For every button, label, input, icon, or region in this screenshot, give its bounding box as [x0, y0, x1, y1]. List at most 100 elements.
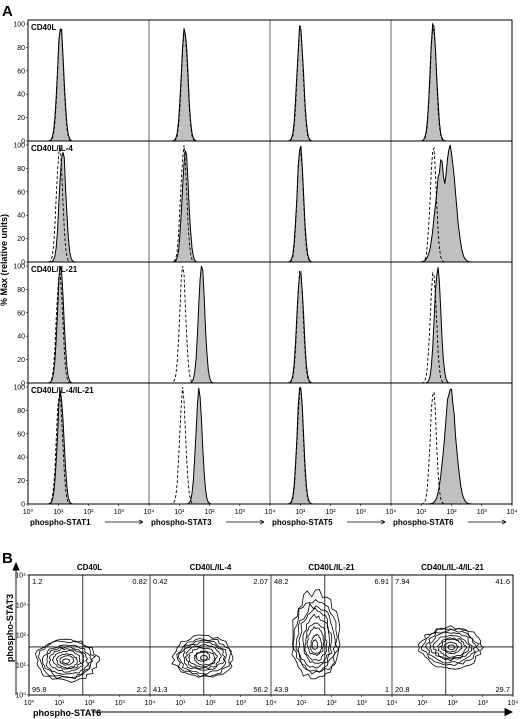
y-tick-label: 10⁰	[15, 692, 26, 700]
x-tick-label: 10¹	[416, 509, 427, 516]
quadrant-value-lower-right: 2.2	[137, 685, 147, 694]
dashed-histogram	[391, 28, 512, 142]
quadrant-value-upper-left: 48.2	[274, 577, 289, 586]
y-tick-label: 80	[17, 166, 25, 173]
y-tick-label: 10³	[16, 603, 27, 610]
contour-plot-title: CD40L/IL-21	[308, 563, 355, 572]
y-tick-label: 80	[17, 408, 25, 415]
contour-line	[440, 638, 463, 655]
row-label: CD40L/IL-21	[31, 265, 78, 274]
contour-line	[61, 658, 70, 665]
column-axis-arrow	[226, 519, 265, 525]
x-tick-label: 10⁴	[508, 700, 519, 707]
x-tick-label: 10²	[326, 700, 337, 707]
column-axis-arrow	[105, 519, 144, 525]
quadrant-value-lower-right: 56.2	[253, 685, 268, 694]
x-tick-label: 10¹	[54, 700, 65, 707]
column-axis-arrow	[347, 519, 386, 525]
contour-line	[59, 655, 75, 666]
x-tick-label: 10¹	[175, 700, 186, 707]
contour-plot-title: CD40L/IL-4	[190, 563, 232, 572]
quadrant-value-upper-left: 0.42	[153, 577, 168, 586]
contour-line	[292, 599, 340, 675]
contour-line	[302, 613, 331, 664]
y-tick-label: 100	[13, 143, 25, 150]
y-tick-label: 10²	[16, 633, 27, 640]
quadrant-value-lower-right: 1	[385, 685, 389, 694]
dashed-histogram	[270, 386, 391, 505]
column-label: phospho-STAT6	[393, 518, 454, 527]
dashed-histogram	[270, 148, 391, 263]
contour-plot-title: CD40L	[77, 563, 102, 572]
x-tick-label: 10²	[446, 509, 457, 516]
filled-histogram	[270, 271, 391, 384]
y-tick-label: 100	[13, 22, 25, 29]
contour-line	[429, 631, 473, 662]
x-tick-label: 10³	[356, 509, 367, 516]
dashed-histogram	[149, 144, 270, 263]
x-tick-label: 10³	[115, 700, 126, 707]
contour-line	[310, 633, 323, 654]
filled-histogram	[270, 26, 391, 142]
contour-line	[417, 625, 484, 670]
contour-line	[432, 634, 471, 660]
x-tick-label: 10⁰	[23, 508, 34, 516]
x-tick-label: 10³	[477, 509, 488, 516]
contour-line	[297, 607, 333, 669]
y-tick-label: 20	[17, 478, 25, 485]
x-tick-label: 10²	[205, 700, 216, 707]
filled-histogram	[28, 266, 149, 384]
y-tick-label: 80	[17, 45, 25, 52]
contour-line	[188, 647, 218, 668]
contour-line	[176, 637, 232, 678]
column-label: phospho-STAT3	[151, 518, 212, 527]
quadrant-value-lower-right: 29.7	[495, 685, 510, 694]
contour-line	[195, 651, 211, 662]
contour-line	[443, 641, 459, 653]
contour-plot-title: CD40L/IL-4/IL-21	[421, 563, 484, 572]
filled-histogram	[391, 22, 512, 142]
y-tick-label: 0	[21, 381, 25, 388]
x-tick-label: 10¹	[296, 700, 307, 707]
y-tick-label: 40	[17, 92, 25, 99]
x-tick-label: 10²	[325, 509, 336, 516]
contour-line	[48, 647, 85, 673]
y-tick-label: 60	[17, 189, 25, 196]
contour-plots: 10⁰ 10¹ 10² 10³ 10⁴ 10⁰ 10¹ 10² 10³ 10⁴ 10¹ 10² 10³ 1…	[12, 561, 519, 707]
contour-line	[199, 655, 209, 661]
x-tick-label: 10⁴	[507, 509, 518, 516]
dashed-histogram	[391, 271, 512, 384]
x-tick-label: 10⁴	[386, 509, 397, 516]
dashed-histogram	[28, 390, 149, 505]
y-tick-label: 0	[21, 139, 25, 146]
x-tick-label: 10²	[84, 700, 95, 707]
contour-line	[55, 653, 78, 669]
contour-line	[306, 625, 325, 657]
panel-a-label: A	[2, 3, 13, 20]
x-tick-label: 10¹	[53, 509, 64, 516]
row-label: CD40L	[31, 23, 56, 32]
dashed-histogram	[391, 392, 512, 505]
x-tick-label: 10⁰	[24, 699, 35, 707]
contour-line	[295, 602, 336, 673]
filled-histogram	[391, 388, 512, 505]
dashed-histogram	[149, 386, 270, 505]
panel-b-ylabel: phospho-STAT3	[5, 594, 15, 662]
x-tick-label: 10⁴	[265, 509, 276, 516]
filled-histogram	[28, 390, 149, 505]
quadrant-value-upper-right: 41.6	[495, 577, 510, 586]
y-tick-label: 20	[17, 357, 25, 364]
contour-line	[304, 622, 328, 661]
x-tick-label: 10¹	[417, 700, 428, 707]
contour-line	[35, 638, 101, 683]
quadrant-value-lower-left: 20.8	[395, 685, 410, 694]
contour-line	[177, 639, 227, 675]
y-tick-label: 40	[17, 213, 25, 220]
y-tick-label: 40	[17, 455, 25, 462]
filled-histogram	[270, 145, 391, 263]
quadrant-value-upper-right: 0.82	[132, 577, 147, 586]
x-tick-label: 10¹	[295, 509, 306, 516]
contour-line	[37, 640, 96, 680]
contour-line	[51, 650, 82, 670]
